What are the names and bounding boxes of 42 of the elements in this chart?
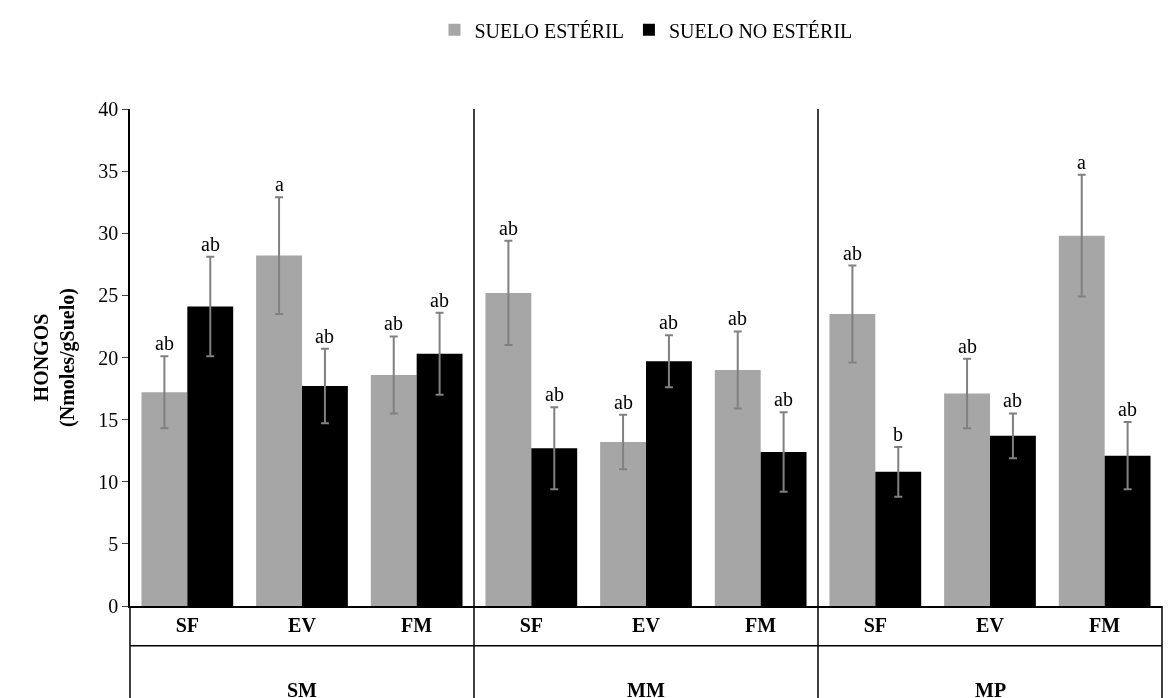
x-tick-label: FM: [745, 613, 777, 636]
x-tick-label: EV: [632, 613, 661, 636]
x-tick-label: EV: [976, 613, 1005, 636]
x-tick-label: SF: [175, 613, 199, 636]
y-tick-label: 5: [108, 532, 119, 555]
data-label: ab: [1118, 398, 1137, 420]
legend-label: SUELO ESTÉRIL: [474, 19, 624, 42]
y-tick-label: 20: [98, 346, 119, 369]
data-label: ab: [430, 289, 449, 311]
data-label: a: [275, 173, 284, 195]
y-axis-title: HONGOS (Nmoles/gSuelo): [30, 288, 80, 427]
legend-label: SUELO NO ESTÉRIL: [668, 19, 853, 42]
data-label: ab: [545, 383, 564, 405]
data-label: a: [1077, 151, 1086, 173]
data-label: ab: [728, 307, 747, 329]
data-label: ab: [1003, 389, 1022, 411]
data-label: ab: [614, 391, 633, 413]
y-tick-label: 35: [98, 160, 119, 183]
data-label: ab: [155, 332, 174, 354]
y-tick-label: 10: [98, 470, 119, 493]
data-label: b: [893, 423, 903, 445]
x-tick-label: FM: [401, 613, 433, 636]
data-label: ab: [499, 217, 518, 239]
data-label: ab: [958, 335, 977, 357]
data-label: ab: [659, 311, 678, 333]
x-tick-label: SF: [863, 613, 887, 636]
data-label: ab: [201, 233, 220, 255]
y-tick-label: 30: [98, 222, 119, 245]
x-tick-label: FM: [1089, 613, 1121, 636]
text: MP: [975, 679, 1007, 698]
text: MM: [627, 679, 665, 698]
y-tick-label: 15: [98, 408, 119, 431]
y-tick-label: 0: [108, 595, 119, 617]
y-tick-label: 25: [98, 284, 119, 307]
data-label: ab: [843, 242, 862, 264]
data-label: ab: [384, 312, 403, 334]
x-tick-label: EV: [288, 613, 317, 636]
data-label: ab: [774, 388, 793, 410]
text: SM: [287, 679, 318, 698]
y-tick-label: 40: [98, 98, 119, 120]
data-label: ab: [315, 325, 334, 347]
x-tick-label: SF: [519, 613, 543, 636]
